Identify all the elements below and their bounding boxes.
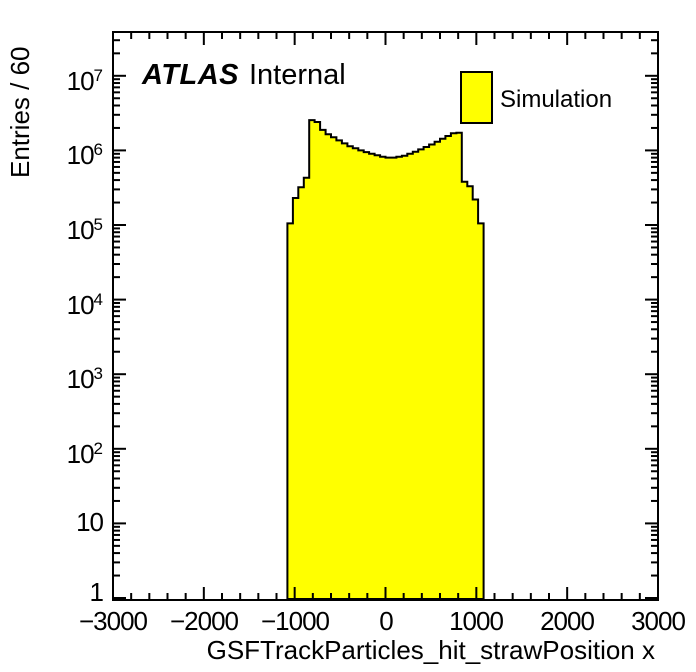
x-tick-label: −1000	[260, 606, 330, 636]
y-tick-label: 107	[66, 66, 103, 96]
y-tick-label: 106	[66, 140, 103, 170]
y-tick-label: 103	[66, 364, 103, 394]
y-axis-tick-labels: 1 10 102 103 104 105 106 107	[0, 0, 104, 672]
histogram-simulation	[286, 119, 485, 600]
legend-swatch-simulation	[460, 71, 493, 124]
atlas-status-label: Internal	[249, 59, 346, 91]
y-tick-label: 1	[89, 577, 105, 607]
x-axis-tick-labels: −3000 −2000 −1000 0 1000 2000 3000	[0, 606, 696, 636]
y-tick-label: 102	[66, 439, 103, 469]
plot-frame	[112, 31, 659, 601]
atlas-label: ATLAS	[142, 59, 240, 91]
x-tick-label: −3000	[78, 606, 148, 636]
x-axis-title: GSFTrackParticles_hit_strawPosition x	[206, 635, 655, 665]
x-tick-label: 2000	[540, 606, 595, 636]
y-tick-label: 10	[76, 507, 104, 537]
y-tick-label: 104	[66, 290, 103, 320]
x-tick-label: 1000	[449, 606, 504, 636]
x-tick-label: −2000	[169, 606, 239, 636]
x-tick-label: 3000	[631, 606, 686, 636]
x-tick-label: 0	[379, 606, 393, 636]
y-tick-label: 105	[66, 215, 103, 245]
legend-label-simulation: Simulation	[500, 86, 613, 113]
